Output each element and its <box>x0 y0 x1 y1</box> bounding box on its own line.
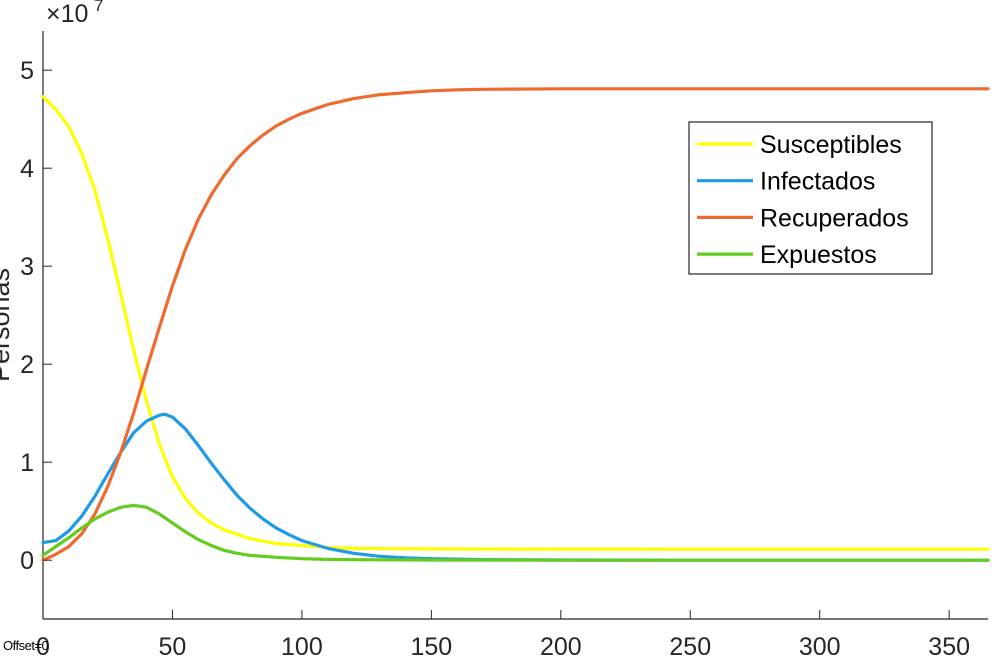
series-line-infectados <box>41 412 990 562</box>
x-tick-label: 350 <box>928 633 970 661</box>
y-axis-label: Personas <box>0 268 15 382</box>
x-tick-label: 300 <box>799 633 841 661</box>
x-tick-label: 250 <box>669 633 711 661</box>
y-tick-label: 3 <box>20 253 34 281</box>
legend-entry: Recuperados <box>760 204 909 232</box>
y-tick-label: 5 <box>20 57 34 85</box>
offset-note: Offset=0 <box>3 638 49 653</box>
series-line-susceptibles <box>41 95 990 551</box>
x-tick-label: 200 <box>540 633 582 661</box>
legend-entry: Infectados <box>760 168 875 196</box>
x-tick-label: 0 <box>36 633 50 661</box>
y-tick-label: 0 <box>20 547 34 575</box>
legend-box <box>688 121 933 275</box>
legend: Susceptibles Infectados Recuperados Expuest… <box>688 121 933 275</box>
x-tick-label: 50 <box>159 633 187 661</box>
labels-group: ×10 7 Personas <box>0 0 103 382</box>
y-tick-label: 1 <box>20 449 34 477</box>
series-line-recuperados <box>41 87 990 562</box>
legend-entry: Susceptibles <box>760 131 902 159</box>
x-tick-label: 150 <box>410 633 452 661</box>
y-tick-label: 4 <box>20 155 34 183</box>
y-tick-label: 2 <box>20 351 34 379</box>
axes-frame <box>42 31 988 620</box>
x-tick-label: 100 <box>281 633 323 661</box>
series-group <box>41 87 990 562</box>
series-line-expuestos <box>41 503 990 562</box>
y-exponent-value: 7 <box>94 0 103 15</box>
y-exponent-multiplier: ×10 <box>46 0 88 28</box>
legend-entry: Expuestos <box>760 241 877 269</box>
